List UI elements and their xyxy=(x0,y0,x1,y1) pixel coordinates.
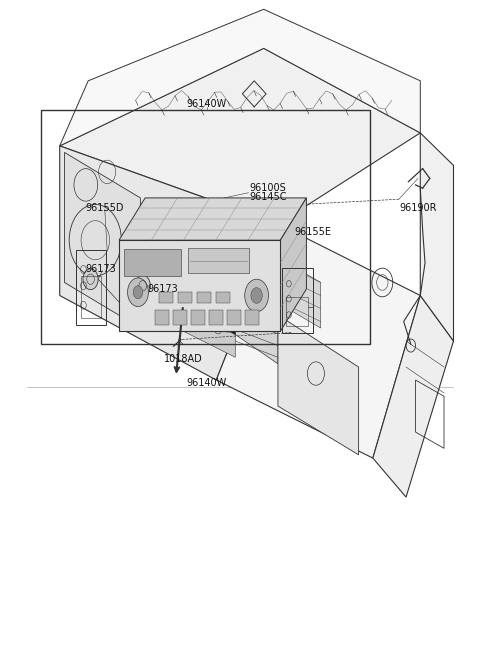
Text: 96140W: 96140W xyxy=(187,379,227,388)
Bar xyxy=(197,291,211,303)
Circle shape xyxy=(251,288,262,303)
Polygon shape xyxy=(64,152,140,328)
Bar xyxy=(287,297,308,326)
Bar xyxy=(179,291,192,303)
Polygon shape xyxy=(235,289,278,364)
Polygon shape xyxy=(278,315,359,455)
Polygon shape xyxy=(60,146,278,380)
Polygon shape xyxy=(216,224,420,458)
Polygon shape xyxy=(280,198,306,331)
Bar xyxy=(282,268,312,333)
Polygon shape xyxy=(145,205,183,315)
Text: 96190R: 96190R xyxy=(399,203,436,213)
Bar xyxy=(124,249,180,276)
Bar xyxy=(188,248,250,273)
Bar xyxy=(76,250,106,325)
Text: 96155D: 96155D xyxy=(86,203,124,213)
Text: 96140W: 96140W xyxy=(187,98,227,109)
Bar xyxy=(41,110,371,344)
Polygon shape xyxy=(60,49,420,224)
Text: 96173: 96173 xyxy=(86,264,117,274)
Bar xyxy=(216,291,229,303)
Polygon shape xyxy=(288,263,321,328)
Text: 1018AD: 1018AD xyxy=(164,354,203,363)
Bar xyxy=(227,310,241,325)
Bar xyxy=(155,310,169,325)
Text: 96100S: 96100S xyxy=(250,183,286,193)
Circle shape xyxy=(83,269,98,289)
Text: 96155E: 96155E xyxy=(295,227,332,237)
Bar xyxy=(81,276,101,318)
Circle shape xyxy=(245,279,268,312)
Bar xyxy=(245,310,259,325)
Polygon shape xyxy=(164,295,235,358)
Circle shape xyxy=(135,276,150,296)
Polygon shape xyxy=(60,9,420,146)
Polygon shape xyxy=(164,250,235,335)
Bar xyxy=(159,291,173,303)
Polygon shape xyxy=(373,295,454,497)
Circle shape xyxy=(133,286,143,298)
Polygon shape xyxy=(119,198,306,240)
Bar xyxy=(191,310,205,325)
Polygon shape xyxy=(119,240,280,331)
Text: 96145C: 96145C xyxy=(250,192,287,201)
Text: 96173: 96173 xyxy=(147,284,178,294)
Bar xyxy=(209,310,223,325)
Circle shape xyxy=(128,278,148,306)
Bar xyxy=(173,310,187,325)
Polygon shape xyxy=(420,133,454,341)
